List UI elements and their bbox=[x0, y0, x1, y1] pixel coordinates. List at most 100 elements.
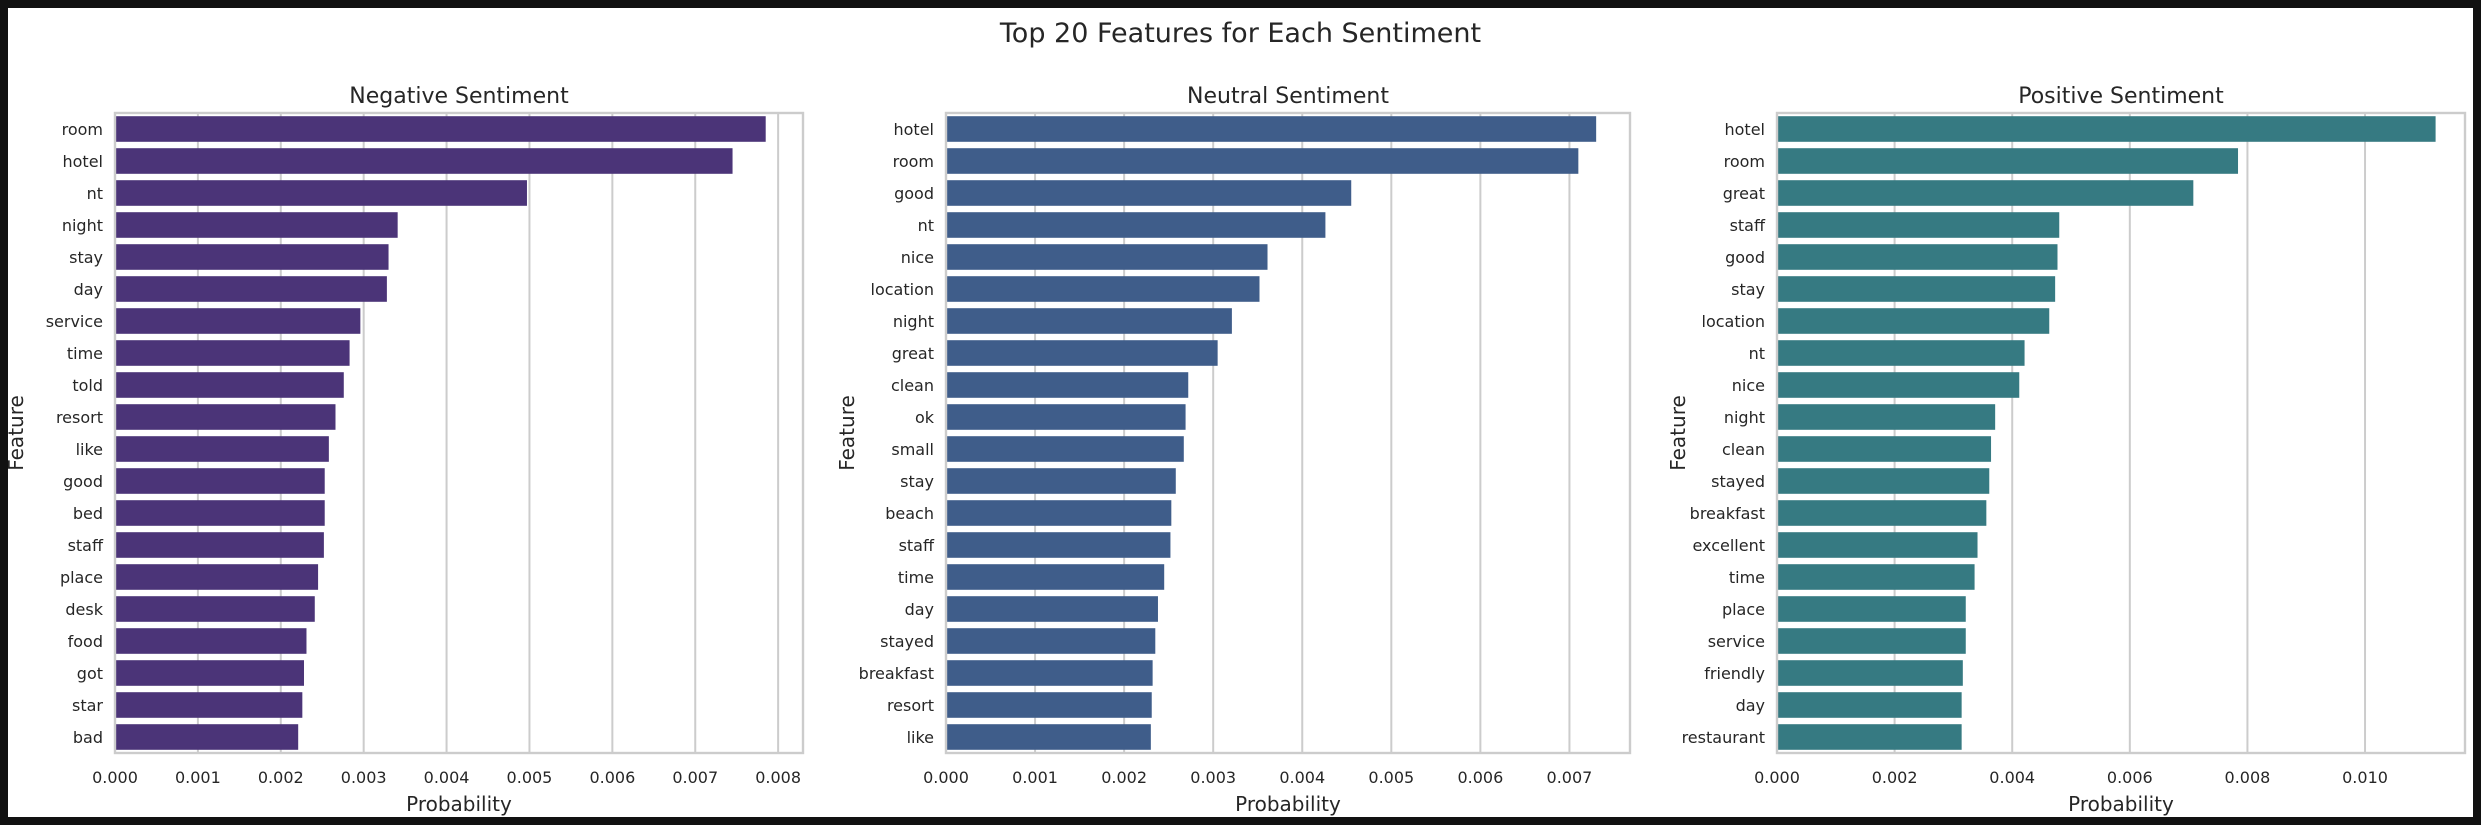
ytick-label: told bbox=[72, 376, 103, 395]
bar-nt bbox=[115, 180, 527, 206]
bar-hotel bbox=[115, 148, 733, 174]
ytick-label: good bbox=[894, 184, 934, 203]
ytick-label: bed bbox=[73, 504, 103, 523]
y-axis-label: Feature bbox=[8, 395, 28, 471]
ytick-label: time bbox=[1729, 568, 1765, 587]
ytick-label: stayed bbox=[880, 632, 934, 651]
ytick-label: nt bbox=[1749, 344, 1765, 363]
bar-night bbox=[115, 212, 398, 238]
ytick-label: beach bbox=[885, 504, 934, 523]
bar-food bbox=[115, 628, 307, 654]
xtick-label: 0.003 bbox=[341, 768, 387, 787]
ytick-label: clean bbox=[891, 376, 934, 395]
ytick-label: got bbox=[77, 664, 103, 683]
ytick-label: like bbox=[76, 440, 103, 459]
bar-nice bbox=[946, 244, 1268, 270]
ytick-label: staff bbox=[1730, 216, 1766, 235]
bar-bad bbox=[115, 724, 299, 750]
xtick-label: 0.001 bbox=[1012, 768, 1058, 787]
ytick-label: place bbox=[1722, 600, 1765, 619]
ytick-label: hotel bbox=[63, 152, 104, 171]
bar-room bbox=[946, 148, 1579, 174]
bar-restaurant bbox=[1777, 724, 1962, 750]
figure-title: Top 20 Features for Each Sentiment bbox=[999, 18, 1482, 49]
ytick-label: restaurant bbox=[1682, 728, 1765, 747]
bar-night bbox=[946, 308, 1232, 334]
bar-resort bbox=[946, 692, 1152, 718]
bar-desk bbox=[115, 596, 315, 622]
xtick-label: 0.002 bbox=[1101, 768, 1147, 787]
bar-breakfast bbox=[1777, 500, 1987, 526]
ytick-label: stayed bbox=[1711, 472, 1765, 491]
ytick-label: night bbox=[1724, 408, 1765, 427]
ytick-label: staff bbox=[899, 536, 935, 555]
charts-svg: room hotel nt night stay day service time told re… bbox=[8, 84, 2467, 816]
xtick-label: 0.004 bbox=[1279, 768, 1325, 787]
y-axis-label: Feature bbox=[835, 395, 859, 471]
axes-frame bbox=[113, 111, 805, 755]
bar-good bbox=[115, 468, 325, 494]
xtick-label: 0.002 bbox=[258, 768, 304, 787]
bar-hotel bbox=[1777, 116, 2436, 142]
bar-nt bbox=[1777, 340, 2025, 366]
bar-day bbox=[946, 596, 1158, 622]
ytick-label: resort bbox=[887, 696, 934, 715]
bar-told bbox=[115, 372, 344, 398]
ytick-label: good bbox=[63, 472, 103, 491]
bar-good bbox=[946, 180, 1352, 206]
xtick-label: 0.000 bbox=[1754, 768, 1800, 787]
bar-time bbox=[115, 340, 350, 366]
xtick-label: 0.004 bbox=[424, 768, 470, 787]
bar-resort bbox=[115, 404, 336, 430]
bar-place bbox=[1777, 596, 1966, 622]
bar-stay bbox=[946, 468, 1176, 494]
xtick-label: 0.008 bbox=[755, 768, 801, 787]
bar-like bbox=[115, 436, 329, 462]
bar-star bbox=[115, 692, 303, 718]
bar-excellent bbox=[1777, 532, 1978, 558]
ytick-label: small bbox=[891, 440, 934, 459]
bar-got bbox=[115, 660, 304, 686]
bar-service bbox=[115, 308, 361, 334]
xtick-label: 0.007 bbox=[1547, 768, 1593, 787]
xtick-label: 0.006 bbox=[1457, 768, 1503, 787]
chart-title: Positive Sentiment bbox=[2018, 84, 2224, 109]
ytick-label: great bbox=[892, 344, 934, 363]
figure-canvas: Top 20 Features for Each Sentiment room h… bbox=[8, 8, 2473, 817]
bar-room bbox=[115, 116, 766, 142]
ytick-label: place bbox=[60, 568, 103, 587]
ytick-label: night bbox=[62, 216, 103, 235]
xtick-label: 0.006 bbox=[2107, 768, 2153, 787]
ytick-label: desk bbox=[65, 600, 103, 619]
xtick-label: 0.005 bbox=[1368, 768, 1414, 787]
xtick-label: 0.000 bbox=[923, 768, 969, 787]
ytick-label: room bbox=[1724, 152, 1765, 171]
bar-great bbox=[1777, 180, 2194, 206]
bar-staff bbox=[115, 532, 324, 558]
ytick-label: service bbox=[1708, 632, 1765, 651]
ytick-label: food bbox=[68, 632, 103, 651]
bar-ok bbox=[946, 404, 1186, 430]
ytick-label: clean bbox=[1722, 440, 1765, 459]
bar-staff bbox=[946, 532, 1171, 558]
bar-stayed bbox=[946, 628, 1156, 654]
ytick-label: room bbox=[62, 120, 103, 139]
xtick-label: 0.008 bbox=[2225, 768, 2271, 787]
ytick-label: breakfast bbox=[859, 664, 934, 683]
ytick-label: day bbox=[74, 280, 103, 299]
ytick-label: ok bbox=[915, 408, 935, 427]
ytick-label: room bbox=[893, 152, 934, 171]
ytick-label: service bbox=[46, 312, 103, 331]
bar-bed bbox=[115, 500, 325, 526]
xtick-label: 0.003 bbox=[1190, 768, 1236, 787]
bar-clean bbox=[946, 372, 1189, 398]
chart-title: Neutral Sentiment bbox=[1187, 84, 1389, 109]
chart-title: Negative Sentiment bbox=[349, 84, 569, 109]
bar-night bbox=[1777, 404, 1996, 430]
ytick-label: nice bbox=[1732, 376, 1765, 395]
ytick-label: nice bbox=[901, 248, 934, 267]
ytick-label: star bbox=[72, 696, 103, 715]
bar-location bbox=[946, 276, 1260, 302]
bar-friendly bbox=[1777, 660, 1963, 686]
bar-hotel bbox=[946, 116, 1597, 142]
